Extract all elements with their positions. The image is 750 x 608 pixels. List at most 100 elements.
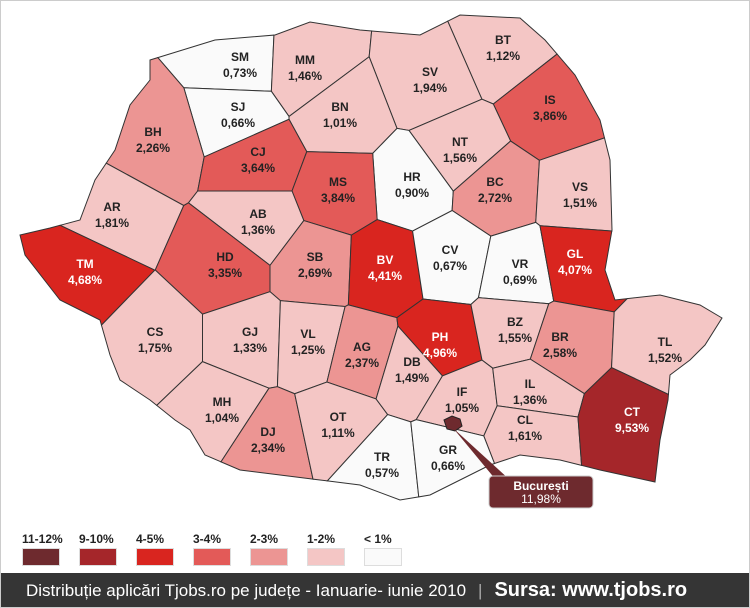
county-code-label: CV <box>442 243 459 257</box>
county-code-label: BZ <box>507 315 523 329</box>
county-code-label: AG <box>353 340 371 354</box>
county-code-label: IL <box>525 377 536 391</box>
county-code-label: MH <box>213 395 232 409</box>
legend-swatch <box>193 548 231 566</box>
legend-item: 11-12% <box>16 532 73 566</box>
bucuresti-callout <box>488 475 594 509</box>
county-value-label: 4,68% <box>68 273 102 287</box>
county-value-label: 1,61% <box>508 429 542 443</box>
county-value-label: 1,25% <box>291 343 325 357</box>
county-value-label: 3,64% <box>241 161 275 175</box>
county-code-label: BR <box>551 330 569 344</box>
legend-swatch <box>307 548 345 566</box>
map-canvas: SM 0,73% MM 1,46% BT 1,12% SV 1,94% SJ 0,66% BN 1,0… <box>19 14 723 509</box>
county-value-label: 1,04% <box>205 411 239 425</box>
county-code-label: IS <box>544 93 555 107</box>
county-tm[interactable] <box>19 224 156 327</box>
county-value-label: 0,90% <box>395 186 429 200</box>
county-value-label: 4,96% <box>423 346 457 360</box>
county-value-label: 0,73% <box>223 66 257 80</box>
county-value-label: 1,49% <box>395 371 429 385</box>
county-value-label: 9,53% <box>615 421 649 435</box>
county-code-label: SJ <box>231 100 246 114</box>
county-code-label: VR <box>512 257 529 271</box>
county-code-label: AR <box>103 200 121 214</box>
county-value-label: 3,84% <box>321 191 355 205</box>
county-code-label: MS <box>329 175 347 189</box>
county-value-label: 1,36% <box>241 223 275 237</box>
county-code-label: CS <box>147 325 164 339</box>
county-code-label: CT <box>624 405 641 419</box>
footer-separator: | <box>478 580 483 600</box>
county-code-label: VL <box>300 327 315 341</box>
legend-item: < 1% <box>358 532 415 566</box>
legend-swatch <box>22 548 60 566</box>
legend-item: 9-10% <box>73 532 130 566</box>
county-value-label: 2,72% <box>478 191 512 205</box>
county-value-label: 0,67% <box>433 259 467 273</box>
legend-item: 4-5% <box>130 532 187 566</box>
county-value-label: 1,56% <box>443 151 477 165</box>
county-value-label: 0,66% <box>221 116 255 130</box>
footer-source: Sursa: www.tjobs.ro <box>494 579 688 601</box>
county-code-label: CJ <box>250 145 265 159</box>
bucuresti-name: București <box>513 479 568 493</box>
legend-label: 2-3% <box>250 532 279 546</box>
county-code-label: TL <box>658 335 673 349</box>
county-code-label: BT <box>495 33 512 47</box>
county-code-label: BV <box>377 253 394 267</box>
legend-label: 9-10% <box>79 532 114 546</box>
legend-item: 2-3% <box>244 532 301 566</box>
legend-label: 11-12% <box>22 532 63 546</box>
county-code-label: HR <box>403 170 421 184</box>
county-code-label: GJ <box>242 325 258 339</box>
legend-item: 3-4% <box>187 532 244 566</box>
county-value-label: 0,66% <box>431 459 465 473</box>
footer-caption: Distribuție aplicări Tjobs.ro pe județe … <box>26 580 467 600</box>
county-value-label: 2,26% <box>136 141 170 155</box>
legend-label: < 1% <box>364 532 392 546</box>
county-value-label: 1,05% <box>445 401 479 415</box>
county-dj[interactable] <box>220 386 314 480</box>
legend-swatch <box>364 548 402 566</box>
county-value-label: 4,41% <box>368 269 402 283</box>
county-tl[interactable] <box>611 294 723 396</box>
county-value-label: 1,12% <box>486 49 520 63</box>
county-code-label: DB <box>403 355 421 369</box>
county-gr[interactable] <box>410 419 496 498</box>
county-value-label: 3,35% <box>208 266 242 280</box>
county-code-label: BH <box>144 125 161 139</box>
county-value-label: 3,86% <box>533 109 567 123</box>
county-code-label: TM <box>76 257 93 271</box>
county-value-label: 2,37% <box>345 356 379 370</box>
county-code-label: GL <box>567 247 584 261</box>
legend-swatch <box>250 548 288 566</box>
county-value-label: 1,33% <box>233 341 267 355</box>
county-code-label: SV <box>422 65 438 79</box>
county-code-label: HD <box>216 250 234 264</box>
county-b[interactable] <box>443 415 463 432</box>
legend-label: 1-2% <box>307 532 336 546</box>
footer-bar: Distribuție aplicări Tjobs.ro pe județe … <box>0 573 750 608</box>
county-code-label: GR <box>439 443 457 457</box>
county-value-label: 2,34% <box>251 441 285 455</box>
county-mh[interactable] <box>155 361 270 463</box>
legend-swatch <box>79 548 117 566</box>
callout-pointer <box>453 428 510 480</box>
county-code-label: PH <box>432 330 449 344</box>
county-value-label: 1,46% <box>288 69 322 83</box>
county-code-label: VS <box>572 180 588 194</box>
county-value-label: 1,55% <box>498 331 532 345</box>
county-code-label: BC <box>486 175 504 189</box>
county-ct[interactable] <box>577 366 669 483</box>
county-value-label: 0,69% <box>503 273 537 287</box>
legend: 11-12% 9-10% 4-5% 3-4% 2-3% 1-2% < 1% <box>16 532 415 566</box>
county-value-label: 1,52% <box>648 351 682 365</box>
legend-swatch <box>136 548 174 566</box>
county-code-label: SM <box>231 50 249 64</box>
county-value-label: 2,69% <box>298 266 332 280</box>
county-code-label: DJ <box>260 425 275 439</box>
county-code-label: AB <box>249 207 267 221</box>
legend-label: 4-5% <box>136 532 165 546</box>
